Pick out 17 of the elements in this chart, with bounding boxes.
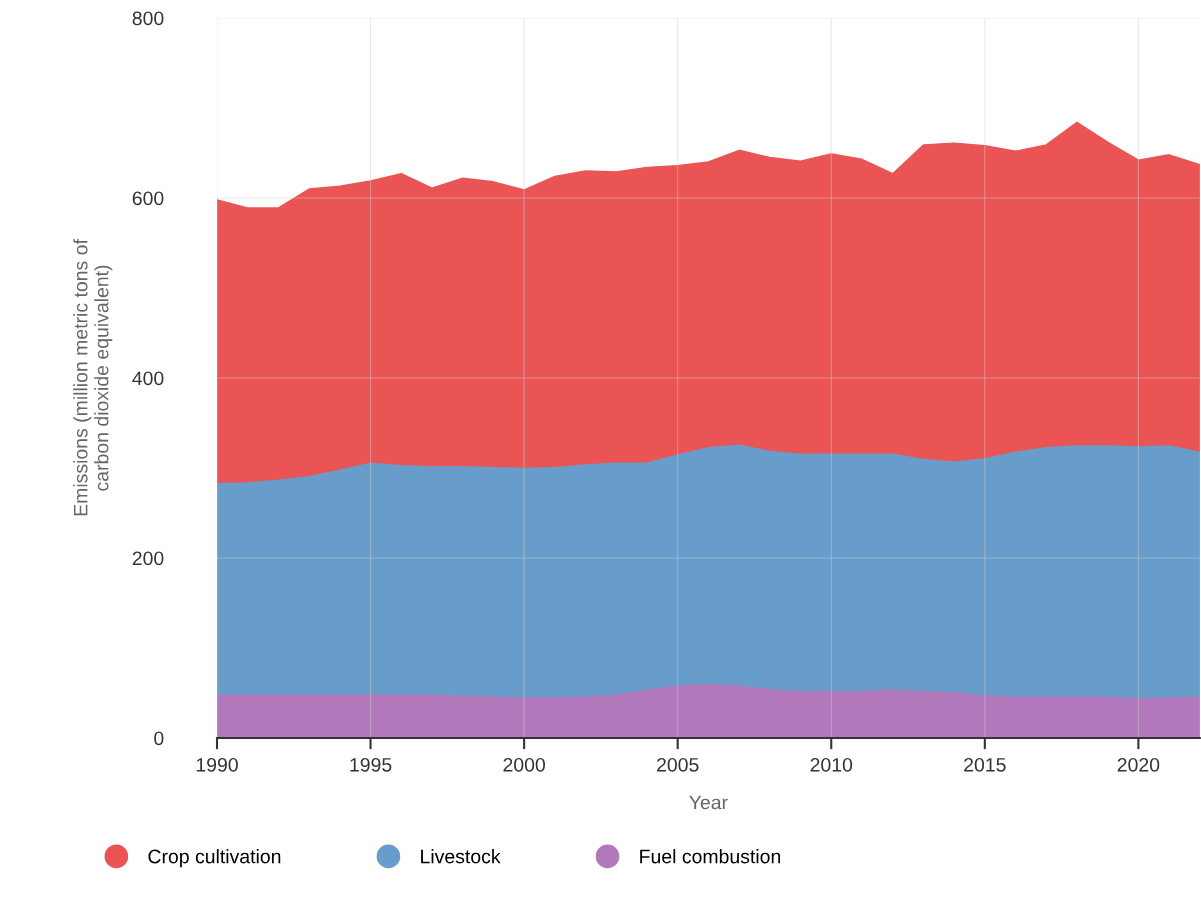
y-tick-label: 0 bbox=[154, 731, 164, 746]
y-tick-label: 200 bbox=[132, 551, 164, 566]
x-axis-title: Year bbox=[689, 795, 728, 810]
x-tick-label: 1990 bbox=[196, 757, 238, 772]
x-tick-label: 2010 bbox=[810, 757, 853, 772]
x-tick-label: 1995 bbox=[350, 757, 392, 772]
y-tick-label: 600 bbox=[132, 191, 164, 206]
x-tick-label: 2000 bbox=[503, 757, 545, 772]
x-tick-label: 2020 bbox=[1117, 757, 1160, 772]
y-tick-label: 800 bbox=[132, 11, 164, 26]
y-axis-title: Emissions (million metric tons of carbon dioxide equivalent) bbox=[73, 239, 113, 516]
legend-label: Fuel combustion bbox=[640, 849, 781, 864]
x-tick-label: 2015 bbox=[964, 757, 1006, 772]
x-tick-label: 2005 bbox=[657, 757, 699, 772]
y-tick-label: 400 bbox=[132, 371, 164, 386]
legend-label: Livestock bbox=[421, 849, 501, 864]
legend-label: Crop cultivation bbox=[148, 849, 281, 868]
